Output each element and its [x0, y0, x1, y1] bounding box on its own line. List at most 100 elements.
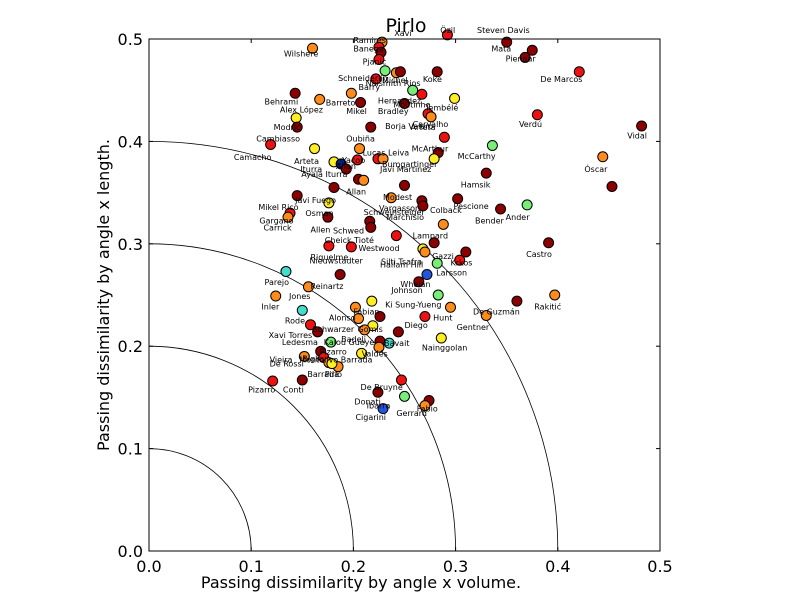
- point-pescione: [452, 193, 464, 205]
- point-label: Rode: [285, 317, 305, 326]
- point-label: Mikel Rico: [258, 203, 298, 212]
- point-label: Barreto: [326, 99, 356, 108]
- point-label: Ibarra: [367, 402, 391, 411]
- point-label: Koke: [423, 75, 442, 84]
- point-label: Badelj: [341, 335, 366, 344]
- point-label: Larsson: [436, 269, 467, 278]
- point-label: Tembélé: [424, 103, 458, 113]
- point-hallam-hill: [454, 254, 466, 266]
- point-osman: [323, 197, 335, 209]
- point-temb-l-: [449, 92, 461, 104]
- point-label: Lucas Leiva: [363, 149, 410, 158]
- point-hunt: [444, 301, 456, 313]
- point-camacho: [309, 143, 321, 155]
- point-moutinho: [416, 88, 428, 100]
- point-label: Valdés: [362, 348, 388, 358]
- point-bradley: [399, 98, 410, 110]
- point-xavi-torres: [304, 319, 316, 331]
- point-label: Conti: [283, 385, 304, 394]
- point-label: Cambiasso: [256, 134, 300, 143]
- point-label: Ramires: [353, 36, 386, 45]
- point-label: Ayala Iturra: [301, 170, 347, 179]
- point-label: Johnson: [390, 286, 423, 295]
- point-modri-: [291, 121, 303, 133]
- arc-0.2: [148, 345, 354, 552]
- point-label: Gentner: [457, 323, 490, 332]
- point-label: Alex López: [280, 105, 323, 115]
- point-labels: Wilshere Xavi Özil Steven Davis RamiresBaneg…: [234, 25, 647, 422]
- point-de-marcos: [573, 66, 585, 78]
- point-marchisio: [417, 200, 429, 212]
- point-label: Carrick: [263, 223, 292, 232]
- point-schwed: [365, 221, 377, 233]
- point-label: Castro: [526, 250, 552, 259]
- x-axis-label: Passing dissimilarity by angle x volume.: [201, 573, 521, 592]
- point-label: Wilshere: [284, 49, 318, 58]
- point-label: Donati: [354, 398, 380, 407]
- point-label: Mata: [491, 44, 511, 53]
- point-nainggolan: [435, 332, 447, 344]
- y-tick-label: 0.5: [118, 30, 143, 49]
- plot-frame: [148, 38, 661, 552]
- point-gueye: [373, 341, 385, 353]
- point-label: Biglia: [302, 355, 324, 364]
- point-label: Allan: [346, 188, 366, 197]
- point-borja-valero: [365, 121, 377, 133]
- point-label: Özil: [440, 25, 455, 35]
- point-michel: [379, 65, 391, 77]
- point-label: Schweinsteiger: [364, 208, 426, 217]
- point-label: Colback: [430, 206, 462, 215]
- point-xhaka: [606, 180, 618, 192]
- point-label: Riquelme: [310, 253, 348, 262]
- point-cigarini: [377, 403, 389, 415]
- point-gentner: [480, 309, 492, 321]
- point-label: Fabio: [417, 405, 438, 414]
- point-label: Ki Sung-Yueng: [385, 300, 441, 309]
- point-label: Diego: [405, 321, 428, 330]
- point-inler: [270, 290, 282, 302]
- x-tick-label: 0.0: [136, 557, 161, 576]
- point-barrada: [326, 358, 338, 370]
- point-label: De Marcos: [540, 75, 582, 84]
- y-tick-label: 0.3: [118, 235, 143, 254]
- point-behrami: [289, 87, 301, 99]
- point--scar: [597, 151, 609, 163]
- point-rode: [296, 304, 308, 316]
- point-zielinski: [353, 313, 365, 325]
- point-ki-sung-yueng: [366, 295, 378, 307]
- point-label: Moutinho: [393, 101, 430, 110]
- point-label: Cigarini: [355, 413, 386, 422]
- point-label: Naismith Rios: [366, 79, 421, 88]
- point-label: Carvalho: [413, 120, 449, 129]
- point--zil: [441, 29, 453, 41]
- x-tick-label: 0.3: [443, 557, 468, 576]
- point-label: Pirlo: [325, 370, 342, 379]
- point-de-bruyne: [395, 374, 407, 386]
- point-label: Hunt: [433, 314, 452, 323]
- point-parejo: [280, 265, 292, 277]
- point-label: Michel: [382, 76, 408, 85]
- point-label: Bavait: [384, 339, 409, 348]
- point-label: Modest: [383, 193, 412, 202]
- point-label: Alonso: [329, 314, 356, 323]
- point-label: Vargasson: [379, 204, 420, 213]
- point-javi-martinez: [428, 153, 440, 165]
- point-label: Nieuwstadter: [309, 256, 363, 265]
- point-label: Allan: [336, 162, 356, 171]
- point-label: Lampard: [413, 232, 448, 241]
- point-label: De Bruyne: [361, 383, 403, 392]
- point-label: Cheick Tioté: [325, 235, 374, 245]
- point-jones: [302, 281, 314, 293]
- point-label: Arteta: [294, 157, 319, 166]
- point-rios: [394, 66, 406, 78]
- point-label: Schneiderlin: [338, 74, 388, 83]
- point-bavait: [383, 337, 395, 349]
- point-silti-tsafra: [460, 246, 472, 258]
- y-tick-label: 0.0: [118, 542, 143, 561]
- point-larsson: [421, 269, 433, 281]
- point-label: Gomis: [357, 325, 382, 334]
- point-label: Barrada: [307, 370, 339, 379]
- point-label: Pienaar: [506, 55, 537, 64]
- point-diego: [419, 311, 431, 323]
